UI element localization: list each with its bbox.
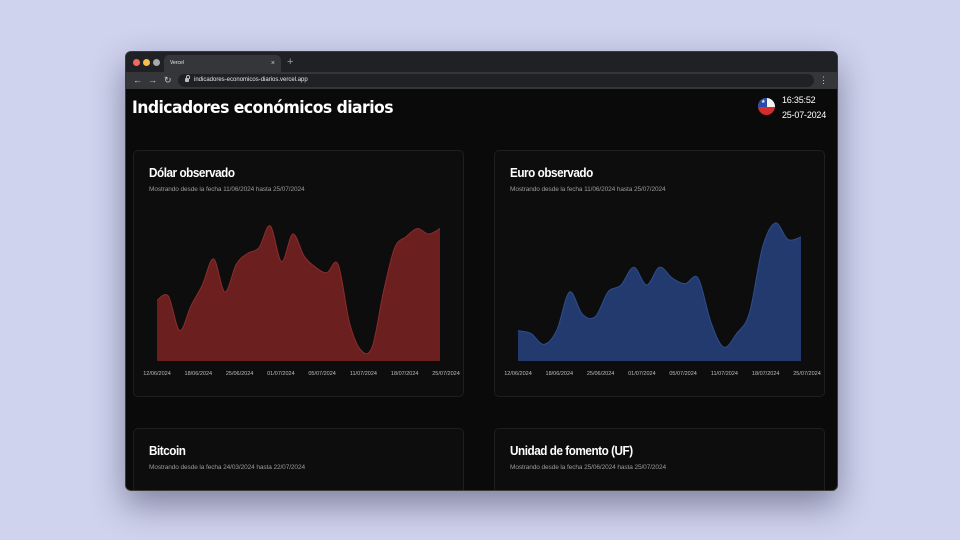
x-tick-label: 05/07/2024	[669, 371, 697, 377]
new-tab-button[interactable]: +	[287, 56, 294, 68]
page-content: Indicadores económicos diarios ★ 16:35:5…	[126, 89, 837, 490]
card-uf: Unidad de fomento (UF) Mostrando desde l…	[494, 428, 825, 490]
card-bitcoin: Bitcoin Mostrando desde la fecha 24/03/2…	[133, 428, 464, 490]
close-window-button[interactable]	[133, 59, 140, 66]
address-bar[interactable]: indicadores-economicos-diarios.vercel.ap…	[178, 74, 814, 87]
maximize-window-button[interactable]	[153, 59, 160, 66]
x-tick-label: 12/06/2024	[143, 371, 171, 377]
tab-vercel[interactable]: Vercel ×	[164, 55, 281, 72]
chile-flag-icon: ★	[758, 98, 775, 115]
url-text: indicadores-economicos-diarios.vercel.ap…	[194, 77, 308, 83]
card-subtitle: Mostrando desde la fecha 25/06/2024 hast…	[510, 464, 666, 471]
clock-date: 25-07-2024	[782, 110, 827, 120]
x-tick-label: 25/06/2024	[226, 371, 254, 377]
x-tick-label: 01/07/2024	[267, 371, 295, 377]
forward-icon[interactable]: →	[148, 75, 157, 85]
x-tick-label: 11/07/2024	[350, 371, 377, 377]
lock-icon	[185, 75, 190, 82]
x-tick-label: 18/06/2024	[185, 371, 213, 377]
card-title: Dólar observado	[149, 165, 235, 180]
series-area	[518, 222, 801, 361]
card-subtitle: Mostrando desde la fecha 11/06/2024 hast…	[510, 186, 666, 193]
card-euro: Euro observado Mostrando desde la fecha …	[494, 150, 825, 397]
x-tick-label: 11/07/2024	[711, 371, 738, 377]
series-area	[157, 225, 440, 361]
back-icon[interactable]: ←	[133, 75, 142, 85]
x-tick-label: 25/07/2024	[432, 371, 460, 377]
x-tick-label: 25/07/2024	[793, 371, 821, 377]
page-title: Indicadores económicos diarios	[132, 98, 394, 118]
minimize-window-button[interactable]	[143, 59, 150, 66]
card-dolar: Dólar observado Mostrando desde la fecha…	[133, 150, 464, 397]
clock-time: 16:35:52	[782, 95, 816, 105]
x-tick-label: 01/07/2024	[628, 371, 656, 377]
browser-toolbar: ← → ↻ indicadores-economicos-diarios.ver…	[126, 72, 837, 89]
x-tick-label: 18/07/2024	[752, 371, 780, 377]
x-tick-label: 18/06/2024	[546, 371, 574, 377]
tab-bar: Vercel × +	[126, 52, 837, 72]
series-line	[156, 225, 441, 355]
dolar-chart: 12/06/2024 18/06/2024 25/06/2024 01/07/2024…	[143, 225, 460, 377]
x-tick-label: 12/06/2024	[504, 371, 532, 377]
browser-window: Vercel × + ← → ↻ indicadores-economicos-…	[125, 51, 838, 491]
flag-star-icon: ★	[761, 99, 766, 105]
card-subtitle: Mostrando desde la fecha 11/06/2024 hast…	[149, 186, 305, 193]
reload-icon[interactable]: ↻	[164, 75, 172, 85]
series-line	[517, 222, 802, 348]
x-tick-label: 05/07/2024	[308, 371, 336, 377]
card-title: Bitcoin	[149, 443, 186, 458]
tab-close-icon[interactable]: ×	[270, 60, 275, 67]
tab-title: Vercel	[170, 60, 184, 66]
x-tick-label: 18/07/2024	[391, 371, 419, 377]
card-title: Unidad de fomento (UF)	[510, 443, 633, 458]
card-subtitle: Mostrando desde la fecha 24/03/2024 hast…	[149, 464, 305, 471]
x-tick-label: 25/06/2024	[587, 371, 615, 377]
browser-menu-icon[interactable]: ⋮	[819, 75, 828, 85]
euro-chart: 12/06/2024 18/06/2024 25/06/2024 01/07/2024…	[504, 222, 821, 377]
card-title: Euro observado	[510, 165, 593, 180]
